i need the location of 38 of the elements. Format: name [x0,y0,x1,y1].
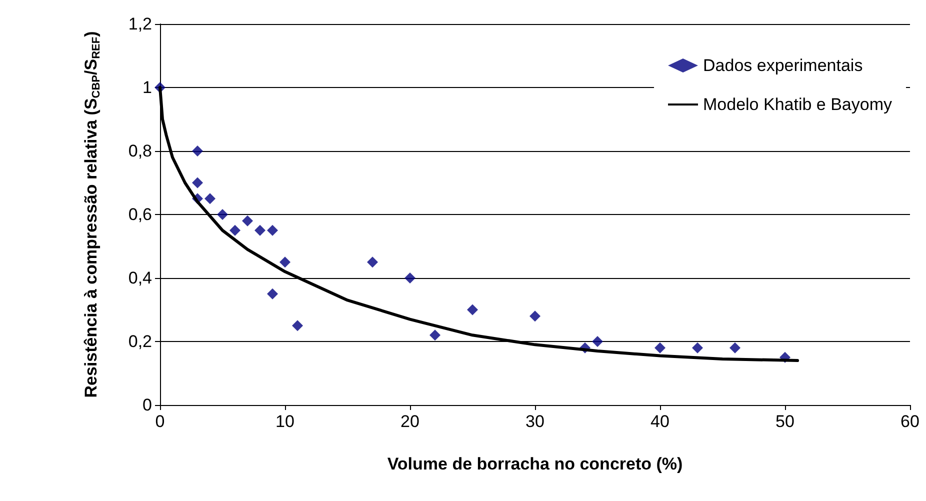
y-tick-label: 0,6 [128,205,152,224]
x-tick-label: 60 [900,412,920,431]
x-tick-label: 30 [526,412,544,431]
point [592,336,603,347]
x-tick-label: 50 [776,412,794,431]
point [280,256,290,268]
y-axis-title: Resistência à compressão relativa (SCBP/SREF) [82,31,102,398]
y-tick-label: 1 [142,78,152,97]
x-tick-label: 10 [276,412,294,431]
legend-label: Dados experimentais [703,56,863,75]
point [242,215,253,226]
point [367,256,378,268]
point [692,342,703,354]
point [204,193,216,204]
point [292,320,303,332]
point [192,177,203,188]
x-tick-label: 40 [650,412,670,431]
y-tick-label: 0 [142,396,152,414]
legend-label: Modelo Khatib e Bayomy [703,95,892,114]
y-tick-label: 1,2 [128,14,152,34]
x-tick-label: 20 [400,412,420,431]
y-tick-label: 0,8 [128,142,152,160]
point [217,209,228,220]
y-tick-label: 0,4 [128,268,152,288]
point [267,288,278,300]
point [654,342,666,354]
point [192,146,203,156]
point [267,224,278,236]
point [430,330,440,341]
point [467,304,478,316]
point [730,342,740,354]
x-axis-title: Volume de borracha no concreto (%) [387,454,683,474]
point [530,310,540,322]
point [230,224,240,236]
x-tick-label: 0 [155,412,165,431]
y-tick-label: 0,2 [128,332,152,351]
point [404,272,416,284]
point [254,224,266,236]
